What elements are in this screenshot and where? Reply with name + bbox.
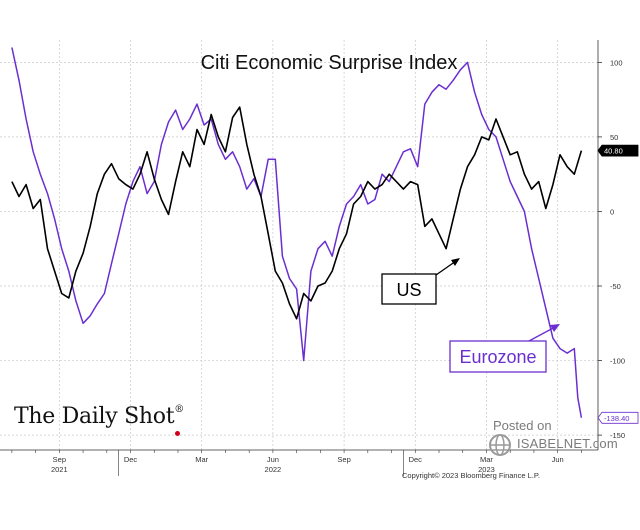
chart-title: Citi Economic Surprise Index <box>201 52 458 74</box>
copyright-notice: Copyright© 2023 Bloomberg Finance L.P. <box>402 471 540 480</box>
grid <box>0 40 598 450</box>
x-year-label: 2021 <box>51 465 68 474</box>
x-year-label: 2023 <box>478 465 495 474</box>
brand-dot-icon <box>175 431 180 436</box>
annotation-us-arrowhead <box>451 258 460 266</box>
axes: 100 50 0 -50 -100 -150 Sep Dec Mar Jun Sep Dec Mar Ju… <box>0 40 625 476</box>
y-tick-label: -150 <box>610 431 625 440</box>
annotation-us-arrow <box>435 260 457 276</box>
y-tick-label: 0 <box>610 207 614 216</box>
brand-logo: The Daily Shot® <box>14 404 184 429</box>
x-tick-label: Dec <box>409 455 423 464</box>
x-tick-label: Jun <box>267 455 279 464</box>
annotation-us: US <box>381 258 460 305</box>
last-value-box <box>597 144 639 157</box>
last-value-text: -138.40 <box>604 414 629 423</box>
y-tick-label: -50 <box>610 282 621 291</box>
watermark-site: ISABELNET.com <box>517 436 618 451</box>
series-layer <box>11 47 583 418</box>
labels-layer: 40.80 -138.40 <box>597 144 639 424</box>
last-value-text: 40.80 <box>604 147 623 156</box>
y-tick-label: 100 <box>610 58 623 67</box>
annotation-us-label: US <box>396 280 421 300</box>
x-tick-label: Dec <box>124 455 138 464</box>
globe-icon <box>489 434 511 456</box>
y-tick-label: -100 <box>610 357 625 366</box>
annotation-eurozone: Eurozone <box>449 324 560 373</box>
x-tick-label: Mar <box>195 455 208 464</box>
series-line-us <box>11 106 583 320</box>
annotation-eurozone-arrowhead <box>550 324 560 332</box>
x-tick-label: Sep <box>337 455 350 464</box>
brand-name: The Daily Shot <box>14 404 175 429</box>
x-tick-label: Mar <box>480 455 493 464</box>
x-tick-label: Sep <box>53 455 66 464</box>
last-value-us: 40.80 <box>597 144 639 157</box>
x-year-label: 2022 <box>265 465 282 474</box>
last-value-box <box>597 411 639 424</box>
annotation-eurozone-label: Eurozone <box>459 347 536 367</box>
watermark-posted-on: Posted on <box>493 418 552 433</box>
brand-registered-mark: ® <box>174 404 184 415</box>
annotation-eurozone-arrow <box>528 326 556 342</box>
x-tick-label: Jun <box>552 455 564 464</box>
last-value-eurozone: -138.40 <box>597 411 639 424</box>
y-tick-label: 50 <box>610 133 618 142</box>
series-line-eurozone <box>11 47 583 418</box>
